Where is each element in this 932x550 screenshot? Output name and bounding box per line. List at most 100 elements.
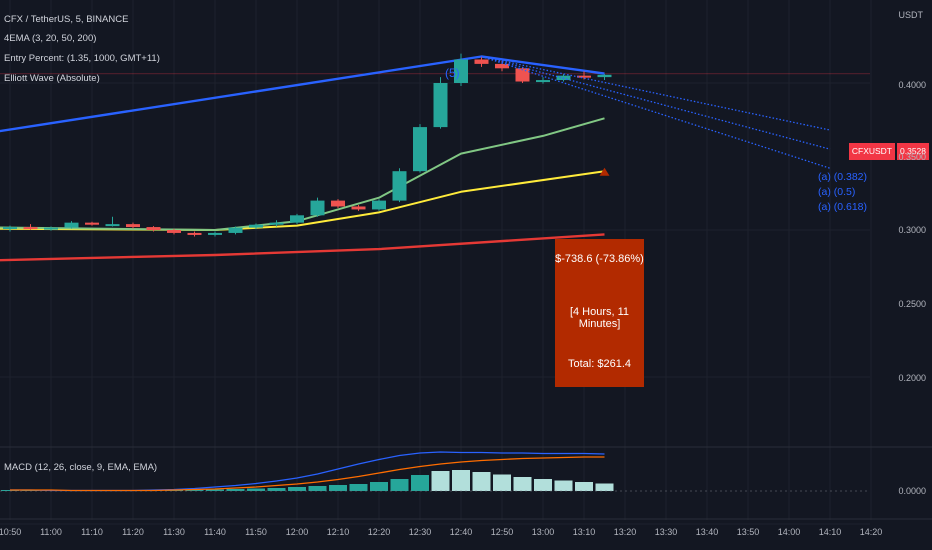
time-tick: 13:30 bbox=[654, 527, 678, 537]
ema-line bbox=[0, 233, 605, 262]
macd-pane bbox=[0, 451, 870, 492]
macd-hist-bar bbox=[349, 484, 368, 491]
macd-hist-bar bbox=[267, 488, 286, 491]
currency-label: USDT bbox=[898, 10, 924, 20]
time-tick: 12:50 bbox=[490, 527, 514, 537]
candle-body bbox=[597, 74, 612, 78]
legend-ema[interactable]: 4EMA (3, 20, 50, 200) bbox=[4, 33, 97, 44]
price-tick: 0.4000 bbox=[898, 80, 926, 90]
candle-body bbox=[187, 232, 202, 235]
macd-hist-bar bbox=[534, 479, 552, 491]
time-tick: 13:00 bbox=[531, 527, 555, 537]
price-tick: 0.3500 bbox=[898, 152, 926, 162]
fib-label-0618: (a) (0.618) bbox=[818, 201, 868, 213]
price-tick: 0.2500 bbox=[898, 299, 926, 309]
macd-hist-bar bbox=[370, 482, 388, 491]
macd-hist-bar bbox=[329, 485, 347, 491]
time-tick: 13:20 bbox=[613, 527, 637, 537]
fib-label-0382: (a) (0.382) bbox=[818, 171, 868, 183]
time-tick: 12:20 bbox=[367, 527, 391, 537]
time-tick: 11:30 bbox=[163, 527, 185, 537]
macd-hist-bar bbox=[185, 490, 204, 491]
time-tick: 11:20 bbox=[122, 527, 144, 537]
current-price-label: 0.3528 bbox=[897, 143, 929, 160]
time-tick: 13:50 bbox=[736, 527, 760, 537]
fib-projection-line bbox=[481, 55, 831, 150]
candle-body bbox=[474, 59, 489, 64]
candle-body bbox=[290, 215, 304, 223]
time-tick: 12:40 bbox=[449, 527, 473, 537]
candle-body bbox=[413, 127, 427, 172]
ema-line bbox=[0, 55, 605, 133]
candle-body bbox=[146, 227, 161, 230]
candle-body bbox=[495, 63, 509, 69]
current-price-badge: CFXUSDT 0.3528 bbox=[848, 143, 929, 160]
macd-zero-tick: 0.0000 bbox=[898, 486, 926, 496]
legend-symbol[interactable]: CFX / TetherUS, 5, BINANCE bbox=[4, 14, 129, 25]
time-tick: 13:40 bbox=[695, 527, 719, 537]
candle-body bbox=[208, 232, 222, 235]
time-tick: 11:40 bbox=[204, 527, 226, 537]
trade-total: Total: $261.4 bbox=[568, 358, 631, 370]
time-tick: 14:10 bbox=[818, 527, 842, 537]
candle-body bbox=[228, 227, 243, 233]
fib-projection-line bbox=[481, 55, 831, 131]
macd-hist-bar bbox=[308, 486, 327, 491]
ema-line bbox=[0, 117, 605, 231]
time-tick: 11:50 bbox=[245, 527, 267, 537]
time-tick: 12:30 bbox=[408, 527, 432, 537]
candle-body bbox=[577, 75, 591, 78]
macd-hist-bar bbox=[247, 488, 265, 491]
candle-body bbox=[3, 227, 17, 230]
elliott-wave bbox=[481, 55, 831, 176]
price-tick: 0.3000 bbox=[898, 225, 926, 235]
macd-hist-bar bbox=[493, 474, 511, 491]
candle-body bbox=[536, 80, 550, 83]
current-symbol-label: CFXUSDT bbox=[848, 143, 895, 160]
candles bbox=[3, 53, 612, 237]
candle-body bbox=[515, 68, 530, 82]
candle-body bbox=[249, 224, 263, 228]
candle-body bbox=[351, 206, 366, 210]
candle-body bbox=[44, 227, 58, 230]
macd-hist-bar bbox=[226, 489, 245, 491]
candle-body bbox=[454, 59, 468, 83]
legend-elliott-wave[interactable]: Elliott Wave (Absolute) bbox=[4, 73, 100, 84]
macd-hist-bar bbox=[472, 472, 491, 491]
legend-entry-percent[interactable]: Entry Percent: (1.35, 1000, GMT+11) bbox=[4, 53, 160, 64]
grid bbox=[0, 0, 932, 525]
macd-hist-bar bbox=[575, 482, 593, 491]
time-tick: 13:10 bbox=[572, 527, 596, 537]
macd-hist-bar bbox=[431, 471, 450, 491]
candle-body bbox=[331, 200, 345, 207]
time-tick: 12:10 bbox=[326, 527, 350, 537]
time-tick: 10:50 bbox=[0, 527, 22, 537]
candle-body bbox=[23, 227, 38, 230]
macd-hist-bar bbox=[513, 477, 532, 491]
fib-projection-line bbox=[481, 55, 831, 169]
macd-hist-bar bbox=[595, 483, 614, 491]
time-tick: 12:00 bbox=[285, 527, 309, 537]
trade-marker bbox=[599, 167, 610, 176]
candle-body bbox=[310, 200, 325, 216]
time-tick: 14:00 bbox=[777, 527, 801, 537]
candle-body bbox=[269, 222, 284, 225]
candle-body bbox=[167, 230, 181, 233]
macd-legend[interactable]: MACD (12, 26, close, 9, EMA, EMA) bbox=[4, 462, 158, 473]
candle-body bbox=[392, 171, 407, 201]
macd-hist-bar bbox=[390, 479, 409, 491]
macd-hist-bar bbox=[206, 489, 224, 491]
wave-5-label: (5) bbox=[445, 66, 460, 80]
macd-hist-bar bbox=[411, 475, 429, 491]
candle-body bbox=[433, 83, 448, 128]
time-tick: 11:00 bbox=[40, 527, 62, 537]
fib-label-05: (a) (0.5) bbox=[818, 186, 856, 198]
trade-pnl: $-738.6 (-73.86%) bbox=[555, 253, 644, 265]
macd-hist-bar bbox=[554, 480, 573, 491]
signal-line bbox=[10, 456, 605, 492]
macd-hist-bar bbox=[288, 487, 306, 491]
candle-body bbox=[105, 224, 120, 227]
candle-body bbox=[372, 200, 386, 210]
candle-body bbox=[126, 224, 140, 228]
